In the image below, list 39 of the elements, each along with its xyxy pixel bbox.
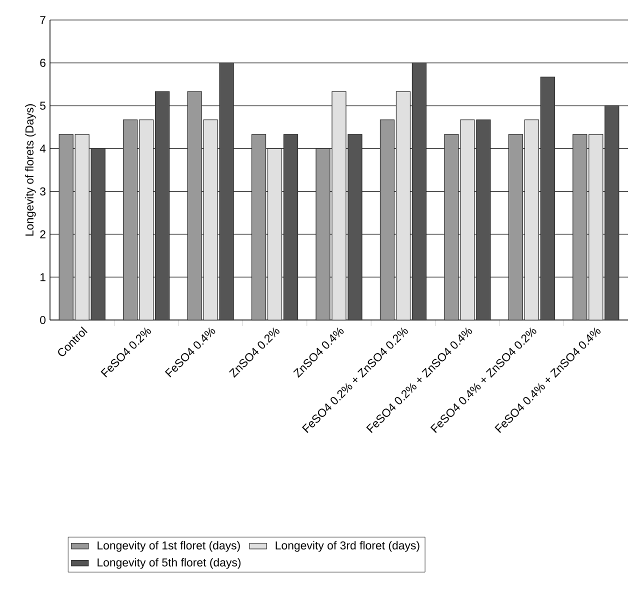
bar xyxy=(219,62,234,320)
bar xyxy=(74,134,90,320)
legend-label: Longevity of 3rd floret (days) xyxy=(276,541,420,552)
legend-label: Longevity of 5th floret (days) xyxy=(98,558,241,569)
bar xyxy=(90,148,106,320)
y-tick-label: 2 xyxy=(40,230,46,238)
bar xyxy=(460,120,475,320)
y-axis-title: Longevity of florets (Days) xyxy=(25,104,36,236)
y-tick-label: 6 xyxy=(40,58,46,67)
bar xyxy=(348,134,362,320)
bar xyxy=(58,134,74,320)
y-tick-label: 1 xyxy=(40,273,46,282)
bar xyxy=(396,91,411,320)
bar xyxy=(572,134,588,320)
y-tick-label: 4 xyxy=(40,144,46,153)
bar xyxy=(251,134,266,320)
bar xyxy=(203,120,218,320)
bar xyxy=(283,134,298,320)
bar xyxy=(508,134,523,320)
bar xyxy=(267,148,282,320)
bar xyxy=(588,134,604,320)
bar xyxy=(123,120,138,320)
y-tick-label: 0 xyxy=(40,316,46,324)
y-tick-label: 5 xyxy=(40,102,46,110)
bar xyxy=(187,91,202,320)
y-tick-label: 7 xyxy=(40,16,46,24)
bar xyxy=(412,62,427,320)
y-tick-label: 3 xyxy=(40,187,46,196)
bar xyxy=(332,91,346,320)
bar xyxy=(316,148,330,320)
bar xyxy=(155,91,170,320)
bar xyxy=(604,105,620,320)
bar xyxy=(476,120,491,320)
bar xyxy=(380,120,395,320)
bar xyxy=(139,120,154,320)
legend-label: Longevity of 1st floret (days) xyxy=(98,541,240,552)
bar xyxy=(524,120,539,320)
bar xyxy=(444,134,459,320)
bar xyxy=(540,76,555,320)
